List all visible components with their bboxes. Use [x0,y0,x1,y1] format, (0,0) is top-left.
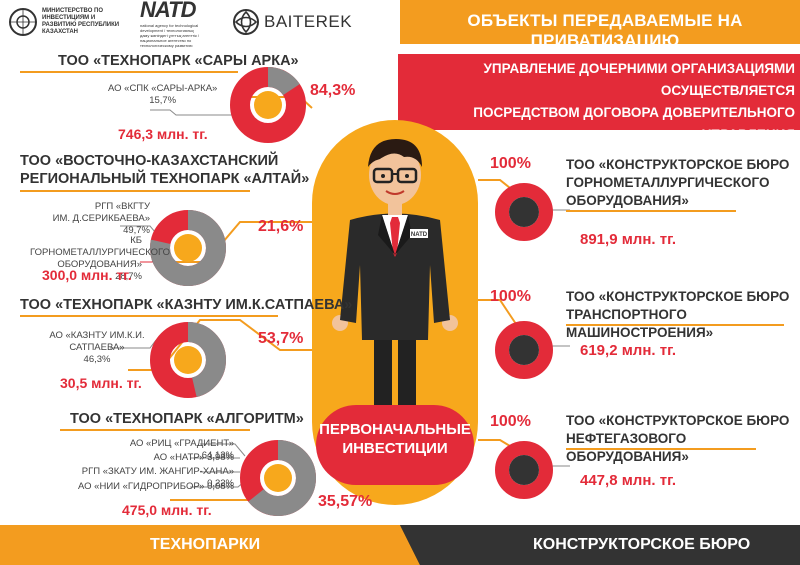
holder-value: 28,7% [115,271,142,282]
technopark-1-investment: 746,3 млн. тг. [118,126,208,142]
title-line-1: ТОО «КОНСТРУКТОРСКОЕ БЮРО [566,413,790,428]
bureau-2-underline [566,324,784,326]
title-line-3: ОБОРУДОВАНИЯ» [566,193,689,208]
baiterek-logo: BAITEREK [232,6,352,38]
technopark-3-holder: АО «КАЗНТУ ИМ.К.И. САТПАЕВА» 46,3% [42,330,152,366]
donut-kazntu [150,322,226,398]
holder-value: 3,98% [207,452,234,463]
holder-name: АО «НАТР» [153,452,205,463]
holder-name: РГП «ЗКАТУ ИМ. ЖАНГИР-ХАНА» [81,466,234,477]
donut-kb-neftegaz [495,441,553,499]
technopark-3-underline [20,315,278,317]
technopark-3-share: 53,7% [258,330,304,347]
donut-kb-transport [495,321,553,379]
bureau-2-title: ТОО «КОНСТРУКТОРСКОЕ БЮРО ТРАНСПОРТНОГО … [566,288,800,342]
holder-name-1: КБ ГОРНОМЕТАЛЛУРГИЧЕСКОГО [30,235,171,258]
holder-name: АО «КАЗНТУ ИМ.К.И. САТПАЕВА» [49,330,145,353]
banner-line-2: ПОСРЕДСТВОМ ДОГОВОРА ДОВЕРИТЕЛЬНОГО УПРА… [473,105,795,142]
baiterek-icon [233,9,259,35]
technopark-4-holder-2: АО «НАТР» 3,98% [100,452,234,464]
ministry-name: МИНИСТЕРСТВО ПО ИНВЕСТИЦИЯМ И РАЗВИТИЮ Р… [42,8,120,35]
holder-value: 0,08% [207,481,234,492]
title-line-2: ГОРНОМЕТАЛЛУРГИЧЕСКОГО [566,175,770,190]
banner-line-1: УПРАВЛЕНИЕ ДОЧЕРНИМИ ОРГАНИЗАЦИЯМИ ОСУЩЕ… [483,61,795,98]
donut-altai [150,210,226,286]
bureau-3-underline [566,448,756,450]
bureau-1-underline [566,210,736,212]
holder-value: 0,22% [207,478,234,489]
holder-name-1: РГП «ВКГТУ [94,201,150,212]
technopark-4-investment: 475,0 млн. тг. [122,502,212,518]
technopark-1-title: ТОО «ТЕХНОПАРК «САРЫ АРКА» [58,53,299,69]
technopark-2-investment: 300,0 млн. тг. [42,267,132,283]
technopark-4-holder-3: РГП «ЗКАТУ ИМ. ЖАНГИР-ХАНА» 0,22% [58,466,234,490]
bureau-3-share: 100% [490,413,531,430]
natd-wordmark: NATD [140,0,196,22]
baiterek-wordmark: BAITEREK [264,12,353,31]
technopark-1-underline [20,71,238,73]
jacket-badge-text: NATD [411,232,428,238]
technopark-3-title: ТОО «ТЕХНОПАРК «КАЗНТУ ИМ.К.САТПАЕВА» [20,297,353,313]
header-logos-bar [0,0,400,44]
technopark-2-title: ТОО «ВОСТОЧНО-КАЗАХСТАНСКИЙ РЕГИОНАЛЬНЫЙ… [20,152,309,188]
title-line-2: ТРАНСПОРТНОГО МАШИНОСТРОЕНИЯ» [566,307,714,340]
natd-logo: NATD national agency for technological d… [140,0,200,48]
footer-divider-notch [380,525,420,565]
holder-name: АО «СПК «САРЫ-АРКА» [108,83,218,94]
oval-line-2: ИНВЕСТИЦИИ [342,440,448,457]
bureau-3-investment: 447,8 млн. тг. [580,472,676,489]
title-line-1: ТОО «ВОСТОЧНО-КАЗАХСТАНСКИЙ [20,153,279,169]
holder-name-2: ИМ. Д.СЕРИКБАЕВА» [52,213,150,224]
holder-value: 15,7% [149,95,177,106]
donut-algoritm [240,440,316,516]
technopark-1-holder: АО «СПК «САРЫ-АРКА» 15,7% [108,83,217,107]
technopark-1-share: 84,3% [310,82,356,99]
management-banner [398,54,800,130]
footer-technoparks-label: ТЕХНОПАРКИ [150,536,261,553]
technopark-2-holder-2: КБ ГОРНОМЕТАЛЛУРГИЧЕСКОГО ОБОРУДОВАНИЯ» … [30,235,171,283]
bureau-2-investment: 619,2 млн. тг. [580,342,676,359]
natd-subtitle: national agency for technological develo… [140,22,199,48]
holder-name: АО «НИИ «ГИДРОПРИБОР» [78,481,205,492]
management-banner-text: УПРАВЛЕНИЕ ДОЧЕРНИМИ ОРГАНИЗАЦИЯМИ ОСУЩЕ… [405,58,795,168]
holder-name: АО «РИЦ «ГРАДИЕНТ» [129,438,234,449]
oval-line-1: ПЕРВОНАЧАЛЬНЫЕ [319,421,471,438]
technopark-4-holder-1: АО «РИЦ «ГРАДИЕНТ» 64,13% [100,438,234,462]
initial-investment-oval [316,405,474,485]
initial-investment-label: ПЕРВОНАЧАЛЬНЫЕ ИНВЕСТИЦИИ [316,420,474,458]
technopark-4-title: ТОО «ТЕХНОПАРК «АЛГОРИТМ» [70,411,304,427]
bureau-3-title: ТОО «КОНСТРУКТОРСКОЕ БЮРО НЕФТЕГАЗОВОГО … [566,412,800,466]
technopark-4-share: 35,57% [318,493,373,510]
holder-name-2: ОБОРУДОВАНИЯ» [57,259,142,270]
footer-bureau-label: КОНСТРУКТОРСКОЕ БЮРО [533,536,751,553]
title-line-2: НЕФТЕГАЗОВОГО ОБОРУДОВАНИЯ» [566,431,689,464]
bureau-2-share: 100% [490,288,531,305]
footer-bureau-bar [400,525,800,565]
donut-sary-arka [230,67,306,143]
technopark-2-underline [20,190,250,192]
businessman-illustration: NATD [332,139,458,419]
bureau-1-share: 100% [490,155,531,172]
technopark-3-investment: 30,5 млн. тг. [60,375,142,391]
bureau-1-title: ТОО «КОНСТРУКТОРСКОЕ БЮРО ГОРНОМЕТАЛЛУРГ… [566,156,789,210]
bureau-1-investment: 891,9 млн. тг. [580,231,676,248]
technopark-4-holder-4: АО «НИИ «ГИДРОПРИБОР» 0,08% [58,481,234,493]
technopark-4-underline [60,429,250,431]
emblem-icon [9,8,37,36]
technopark-2-share: 21,6% [258,218,304,235]
title-line-1: ТОО «КОНСТРУКТОРСКОЕ БЮРО [566,289,790,304]
title-line-1: ТОО «КОНСТРУКТОРСКОЕ БЮРО [566,157,790,172]
page-title: ОБЪЕКТЫ ПЕРЕДАВАЕМЫЕ НА ПРИВАТИЗАЦИЮ [467,11,743,50]
banner-line-3: МЕЖДУ АО «ЦИТТ» И АО «НАТР» [573,149,795,164]
holder-value: 49,7% [123,225,150,236]
holder-value: 64,13% [201,450,234,461]
title-line-2: РЕГИОНАЛЬНЫЙ ТЕХНОПАРК «АЛТАЙ» [20,171,310,187]
header-title-bar [400,0,800,44]
footer-technoparks-bar [0,525,400,565]
ministry-logo: МИНИСТЕРСТВО ПО ИНВЕСТИЦИЯМ И РАЗВИТИЮ Р… [8,6,122,38]
technopark-2-holder-1: РГП «ВКГТУ ИМ. Д.СЕРИКБАЕВА» 49,7% [50,201,150,237]
holder-value: 46,3% [83,354,111,365]
donut-kb-gorno [495,183,553,241]
